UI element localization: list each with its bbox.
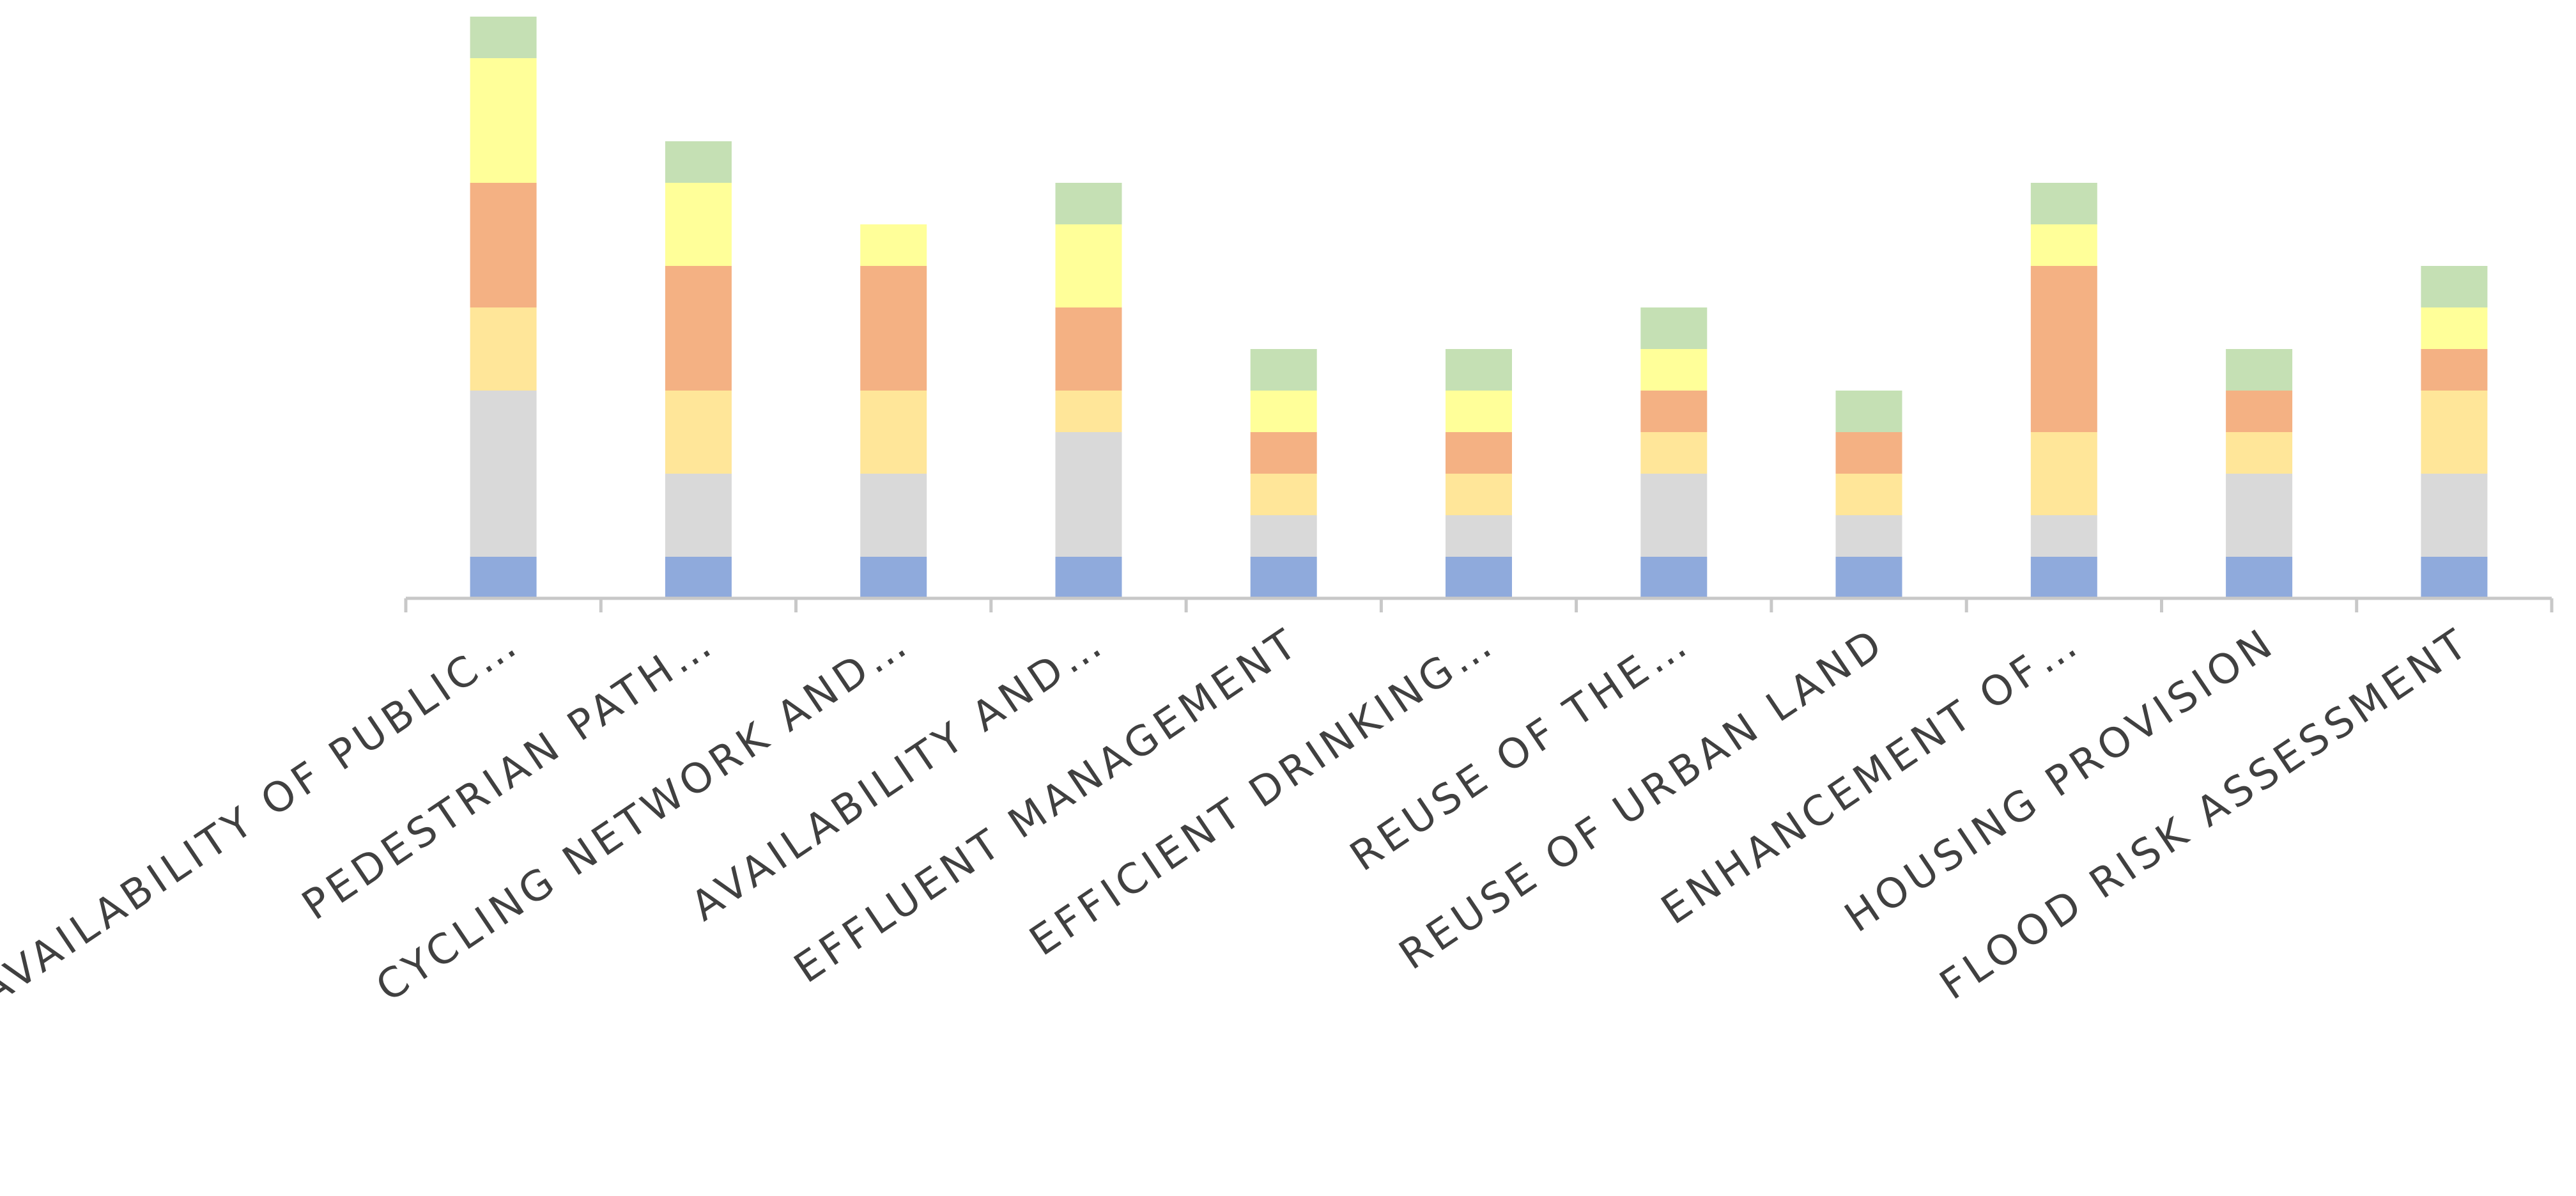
- bar-segment-reuse-of-the-series-6: [1640, 307, 1708, 349]
- bar-segment-pedestrian-path-series-1: [665, 557, 732, 598]
- bar-segment-availability-and-series-2: [1055, 432, 1122, 557]
- bar-segment-cycling-network-and-series-5: [860, 224, 927, 266]
- bar-segment-flood-risk-assessment-series-5: [2421, 307, 2488, 349]
- bar-segment-availability-of-public-series-5: [470, 58, 537, 183]
- bar-segment-cycling-network-and-series-1: [860, 557, 927, 598]
- bar-segment-effluent-management-series-1: [1250, 557, 1317, 598]
- bar-segment-reuse-of-urban-land-series-1: [1835, 557, 1902, 598]
- bar-segment-availability-and-series-6: [1055, 183, 1122, 224]
- bar-segment-housing-provision-series-3: [2226, 432, 2293, 474]
- x-axis: [404, 596, 2554, 612]
- bar-segment-effluent-management-series-5: [1250, 391, 1317, 432]
- bar-segment-effluent-management-series-4: [1250, 432, 1317, 474]
- bar-segment-availability-and-series-4: [1055, 307, 1122, 391]
- bar-segment-flood-risk-assessment-series-1: [2421, 557, 2488, 598]
- bar-segment-flood-risk-assessment-series-6: [2421, 266, 2488, 307]
- bar-segment-availability-of-public-series-3: [470, 307, 537, 391]
- bar-segment-efficient-drinking-series-3: [1446, 474, 1512, 515]
- bar-segment-housing-provision-series-6: [2226, 349, 2293, 391]
- bar-segment-pedestrian-path-series-4: [665, 266, 732, 391]
- bar-segment-reuse-of-the-series-2: [1640, 474, 1708, 557]
- bar-segment-enhancement-of-series-5: [2030, 224, 2097, 266]
- bar-segment-pedestrian-path-series-3: [665, 391, 732, 474]
- bar-segment-cycling-network-and-series-2: [860, 474, 927, 557]
- bar-segment-efficient-drinking-series-4: [1446, 432, 1512, 474]
- bar-segment-flood-risk-assessment-series-4: [2421, 349, 2488, 391]
- bar-segment-reuse-of-urban-land-series-2: [1835, 515, 1902, 557]
- bar-segment-enhancement-of-series-1: [2030, 557, 2097, 598]
- bar-segment-reuse-of-the-series-3: [1640, 432, 1708, 474]
- bar-segment-flood-risk-assessment-series-2: [2421, 474, 2488, 557]
- bar-segment-effluent-management-series-3: [1250, 474, 1317, 515]
- bar-segment-enhancement-of-series-6: [2030, 183, 2097, 224]
- x-axis-labels: AVAILABILITY OF PUBLIC…PEDESTRIAN PATH…C…: [0, 619, 2479, 1015]
- bar-segment-enhancement-of-series-2: [2030, 515, 2097, 557]
- bar-segment-availability-and-series-1: [1055, 557, 1122, 598]
- bar-segment-pedestrian-path-series-5: [665, 183, 732, 266]
- bar-segment-effluent-management-series-2: [1250, 515, 1317, 557]
- bar-segment-availability-and-series-5: [1055, 224, 1122, 307]
- bar-segment-reuse-of-the-series-5: [1640, 349, 1708, 391]
- bars-group: [470, 17, 2488, 598]
- bar-segment-reuse-of-urban-land-series-4: [1835, 432, 1902, 474]
- bar-segment-flood-risk-assessment-series-3: [2421, 391, 2488, 474]
- bar-segment-efficient-drinking-series-6: [1446, 349, 1512, 391]
- bar-segment-reuse-of-the-series-1: [1640, 557, 1708, 598]
- bar-segment-pedestrian-path-series-2: [665, 474, 732, 557]
- bar-segment-availability-and-series-3: [1055, 391, 1122, 432]
- bar-segment-availability-of-public-series-1: [470, 557, 537, 598]
- x-tick-label-reuse-of-the: REUSE OF THE…: [1342, 619, 1699, 881]
- bar-segment-efficient-drinking-series-2: [1446, 515, 1512, 557]
- bar-segment-effluent-management-series-6: [1250, 349, 1317, 391]
- bar-segment-cycling-network-and-series-4: [860, 266, 927, 391]
- bar-segment-pedestrian-path-series-6: [665, 141, 732, 183]
- bar-segment-efficient-drinking-series-5: [1446, 391, 1512, 432]
- bar-segment-efficient-drinking-series-1: [1446, 557, 1512, 598]
- bar-segment-enhancement-of-series-4: [2030, 266, 2097, 432]
- bar-segment-enhancement-of-series-3: [2030, 432, 2097, 515]
- bar-segment-availability-of-public-series-2: [470, 391, 537, 557]
- bar-segment-housing-provision-series-1: [2226, 557, 2293, 598]
- bar-segment-availability-of-public-series-6: [470, 17, 537, 58]
- bar-segment-reuse-of-the-series-4: [1640, 391, 1708, 432]
- bar-segment-housing-provision-series-4: [2226, 391, 2293, 432]
- bar-segment-reuse-of-urban-land-series-3: [1835, 474, 1902, 515]
- bar-segment-housing-provision-series-2: [2226, 474, 2293, 557]
- bar-segment-availability-of-public-series-4: [470, 183, 537, 307]
- bar-segment-reuse-of-urban-land-series-6: [1835, 391, 1902, 432]
- bar-segment-cycling-network-and-series-3: [860, 391, 927, 474]
